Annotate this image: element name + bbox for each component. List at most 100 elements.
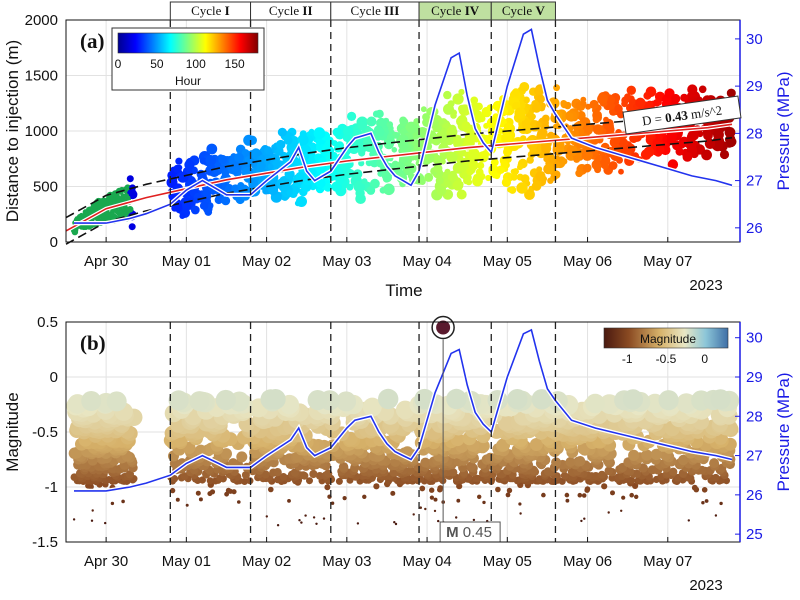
event-point xyxy=(296,196,307,207)
diffusion-label: D = 0.43 m/s^2 xyxy=(622,95,742,135)
event-point xyxy=(336,391,357,412)
event-point xyxy=(608,474,616,482)
event-point xyxy=(406,466,416,475)
event-point xyxy=(128,223,136,231)
event-point xyxy=(323,182,333,192)
event-point xyxy=(455,516,458,519)
event-point xyxy=(335,477,343,485)
y-tick-label: 1000 xyxy=(25,123,58,140)
event-point xyxy=(362,397,382,417)
event-point xyxy=(624,93,631,101)
event-point xyxy=(507,186,513,193)
event-point xyxy=(456,189,467,200)
event-point xyxy=(433,497,438,502)
panel-b-y-ticks: -1.5 -1 -0.5 0 0.5 xyxy=(32,314,58,551)
event-point xyxy=(472,518,476,522)
panel-a-right-y-ticks: 26 27 28 29 30 xyxy=(735,31,763,237)
event-point xyxy=(535,171,546,182)
event-point xyxy=(342,126,353,137)
event-point xyxy=(241,471,250,479)
event-point xyxy=(583,517,586,520)
event-point xyxy=(443,90,452,100)
x-tick-label: May 07 xyxy=(643,553,692,570)
event-point xyxy=(276,524,280,527)
event-point xyxy=(564,492,570,498)
event-point xyxy=(709,458,720,469)
event-point xyxy=(290,468,300,477)
diffusion-label-text: D = 0.43 m/s^2 xyxy=(641,102,723,128)
event-point xyxy=(584,486,591,492)
event-point xyxy=(124,208,131,215)
event-point xyxy=(261,470,270,479)
event-point xyxy=(491,172,498,179)
event-point xyxy=(592,115,600,124)
event-point xyxy=(543,467,553,476)
event-point xyxy=(713,129,724,141)
event-point xyxy=(391,147,398,153)
event-point xyxy=(582,163,592,173)
event-point xyxy=(381,171,391,181)
event-point xyxy=(336,167,344,174)
event-point xyxy=(322,517,326,520)
event-point xyxy=(567,125,574,132)
event-point xyxy=(597,470,606,479)
event-point xyxy=(510,174,518,181)
event-point xyxy=(618,138,629,148)
event-point xyxy=(356,522,360,525)
event-point xyxy=(237,182,245,189)
event-point xyxy=(613,137,621,144)
event-point xyxy=(175,157,183,165)
event-point xyxy=(397,134,409,146)
event-point xyxy=(534,87,542,95)
event-point xyxy=(104,521,107,525)
panel-b-colorbar: Magnitude -1 -0.5 0 xyxy=(603,327,729,366)
event-point xyxy=(366,116,377,127)
event-point xyxy=(597,93,608,105)
event-point xyxy=(541,114,550,123)
event-point xyxy=(393,521,396,524)
event-point xyxy=(336,177,344,185)
event-point xyxy=(620,509,623,512)
event-point xyxy=(375,127,385,137)
event-point xyxy=(206,477,214,485)
event-point xyxy=(338,462,349,472)
event-point xyxy=(621,495,626,500)
event-point xyxy=(448,170,457,179)
event-point xyxy=(536,121,542,128)
event-point xyxy=(553,123,559,130)
event-point xyxy=(287,499,291,503)
right-y-tick-label: 28 xyxy=(746,408,763,425)
panel-a-y-ticks: 0 500 1000 1500 2000 xyxy=(25,12,58,251)
event-point xyxy=(466,167,474,176)
event-point xyxy=(346,183,354,191)
event-point xyxy=(592,124,604,135)
colorbar-a-tick-label: 0 xyxy=(115,57,122,71)
cycle-label: Cycle IV xyxy=(431,3,480,18)
event-point xyxy=(189,391,210,412)
event-point xyxy=(100,197,107,203)
event-point xyxy=(172,201,183,211)
event-point xyxy=(606,95,616,105)
event-point xyxy=(577,492,583,498)
event-point xyxy=(433,164,443,173)
event-point xyxy=(595,155,602,162)
event-point xyxy=(395,168,403,175)
event-point xyxy=(601,161,609,170)
panel-a: Cycle I Cycle II Cycle III Cycle IV Cycle V … xyxy=(3,1,793,300)
event-point xyxy=(198,476,206,484)
event-point xyxy=(446,126,458,138)
event-point xyxy=(658,390,679,411)
event-point xyxy=(436,185,447,196)
event-point xyxy=(221,196,231,206)
event-point xyxy=(655,134,663,142)
event-point xyxy=(714,514,718,517)
colorbar-b-ticks: -1 -0.5 0 xyxy=(622,352,708,366)
event-point xyxy=(193,196,201,204)
event-point xyxy=(687,519,690,522)
event-point xyxy=(241,478,249,485)
x-tick-label: May 01 xyxy=(162,253,211,270)
event-point xyxy=(650,448,663,461)
event-point xyxy=(560,471,569,480)
colorbar-b-tick-label: -1 xyxy=(622,352,633,366)
diffusion-label-box xyxy=(622,95,742,135)
